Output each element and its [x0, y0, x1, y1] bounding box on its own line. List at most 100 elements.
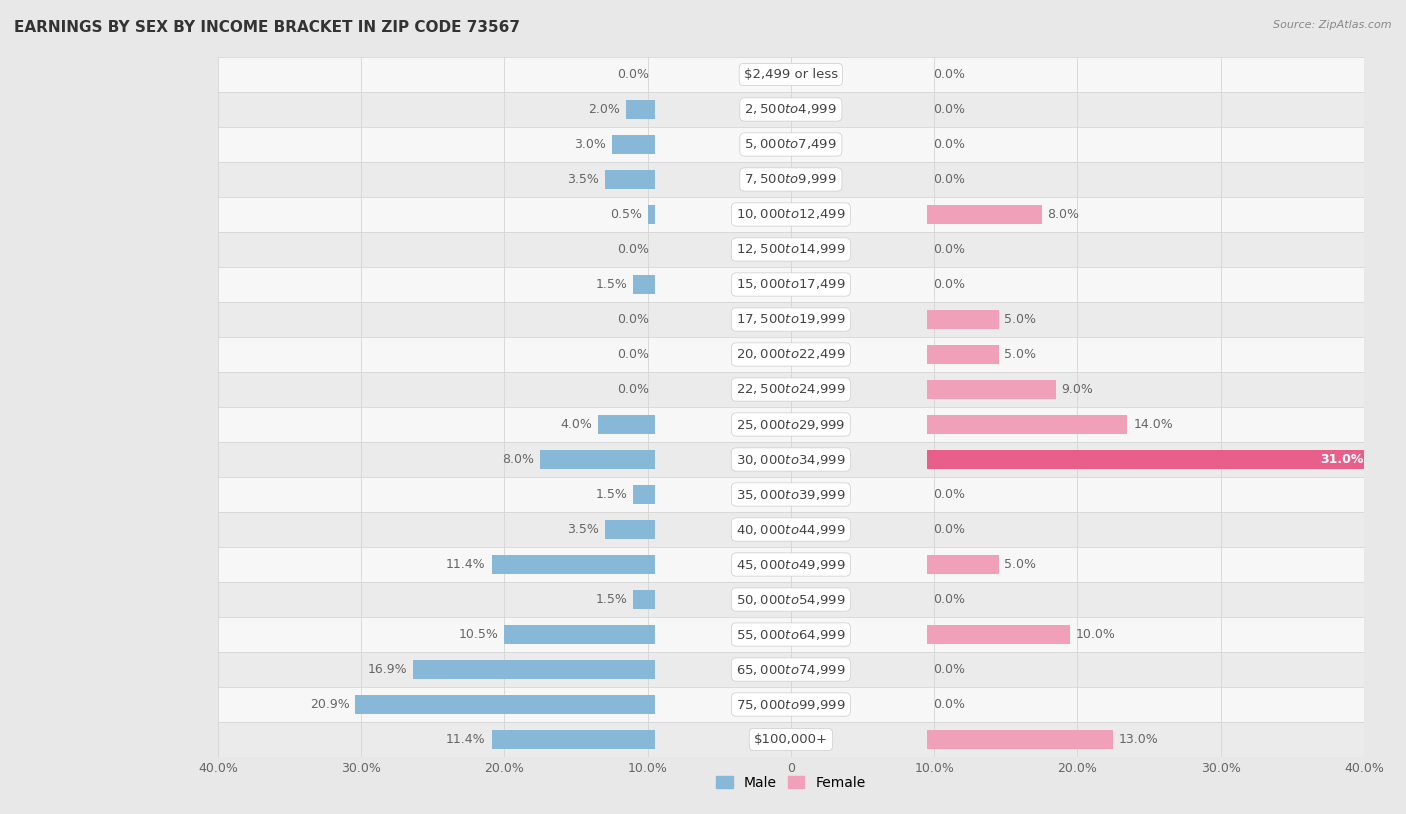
Bar: [218, 267, 1364, 302]
Text: 0.0%: 0.0%: [932, 698, 965, 711]
Text: 5.0%: 5.0%: [1004, 348, 1036, 361]
Bar: [218, 302, 1364, 337]
Bar: [218, 442, 1364, 477]
Text: 0.0%: 0.0%: [932, 68, 965, 81]
Text: 0.0%: 0.0%: [617, 243, 650, 256]
Text: $45,000 to $49,999: $45,000 to $49,999: [735, 558, 846, 571]
Bar: [218, 57, 1364, 92]
Bar: [505, 625, 655, 644]
Text: 0.0%: 0.0%: [932, 278, 965, 291]
Bar: [927, 450, 1371, 469]
Text: 9.0%: 9.0%: [1062, 383, 1094, 396]
Text: $2,500 to $4,999: $2,500 to $4,999: [744, 103, 838, 116]
Text: 1.5%: 1.5%: [596, 278, 627, 291]
Text: 10.0%: 10.0%: [1076, 628, 1116, 641]
Bar: [927, 730, 1114, 749]
Bar: [605, 170, 655, 189]
Text: 13.0%: 13.0%: [1119, 733, 1159, 746]
Legend: Male, Female: Male, Female: [710, 771, 872, 795]
Bar: [218, 582, 1364, 617]
Text: $75,000 to $99,999: $75,000 to $99,999: [735, 698, 846, 711]
Bar: [218, 337, 1364, 372]
Bar: [218, 652, 1364, 687]
Bar: [218, 162, 1364, 197]
Bar: [927, 310, 998, 329]
Text: 1.5%: 1.5%: [596, 593, 627, 606]
Text: 0.0%: 0.0%: [932, 523, 965, 536]
Bar: [633, 275, 655, 294]
Text: 0.0%: 0.0%: [932, 488, 965, 501]
Bar: [492, 730, 655, 749]
Bar: [612, 135, 655, 154]
Text: $2,499 or less: $2,499 or less: [744, 68, 838, 81]
Text: 8.0%: 8.0%: [502, 453, 534, 466]
Bar: [626, 100, 655, 119]
Text: 3.5%: 3.5%: [567, 523, 599, 536]
Text: $5,000 to $7,499: $5,000 to $7,499: [744, 138, 838, 151]
Bar: [927, 345, 998, 364]
Text: 16.9%: 16.9%: [367, 663, 406, 676]
Bar: [218, 92, 1364, 127]
Text: 11.4%: 11.4%: [446, 733, 486, 746]
Text: 0.0%: 0.0%: [617, 348, 650, 361]
Text: 0.0%: 0.0%: [932, 243, 965, 256]
Text: Source: ZipAtlas.com: Source: ZipAtlas.com: [1274, 20, 1392, 30]
Text: 11.4%: 11.4%: [446, 558, 486, 571]
Bar: [218, 232, 1364, 267]
Bar: [218, 127, 1364, 162]
Text: $65,000 to $74,999: $65,000 to $74,999: [735, 663, 846, 676]
Bar: [633, 485, 655, 504]
Text: 0.0%: 0.0%: [932, 593, 965, 606]
Bar: [218, 722, 1364, 757]
Text: $30,000 to $34,999: $30,000 to $34,999: [735, 453, 846, 466]
Text: $100,000+: $100,000+: [754, 733, 828, 746]
Bar: [540, 450, 655, 469]
Bar: [492, 555, 655, 574]
Text: 0.0%: 0.0%: [617, 383, 650, 396]
Bar: [218, 687, 1364, 722]
Text: 10.5%: 10.5%: [458, 628, 499, 641]
Text: $7,500 to $9,999: $7,500 to $9,999: [744, 173, 838, 186]
Text: 0.5%: 0.5%: [610, 208, 643, 221]
Text: 5.0%: 5.0%: [1004, 313, 1036, 326]
Text: 0.0%: 0.0%: [617, 313, 650, 326]
Bar: [218, 372, 1364, 407]
Bar: [218, 617, 1364, 652]
Text: $50,000 to $54,999: $50,000 to $54,999: [735, 593, 846, 606]
Text: $10,000 to $12,499: $10,000 to $12,499: [735, 208, 846, 221]
Text: 8.0%: 8.0%: [1047, 208, 1080, 221]
Text: 3.5%: 3.5%: [567, 173, 599, 186]
Text: 5.0%: 5.0%: [1004, 558, 1036, 571]
Text: $25,000 to $29,999: $25,000 to $29,999: [737, 418, 845, 431]
Bar: [605, 520, 655, 539]
Text: 3.0%: 3.0%: [574, 138, 606, 151]
Bar: [927, 415, 1128, 434]
Bar: [218, 197, 1364, 232]
Text: $17,500 to $19,999: $17,500 to $19,999: [735, 313, 846, 326]
Bar: [218, 547, 1364, 582]
Bar: [927, 380, 1056, 399]
Bar: [927, 555, 998, 574]
Text: $15,000 to $17,499: $15,000 to $17,499: [735, 278, 846, 291]
Bar: [218, 477, 1364, 512]
Text: 1.5%: 1.5%: [596, 488, 627, 501]
Text: $40,000 to $44,999: $40,000 to $44,999: [735, 523, 846, 536]
Text: 4.0%: 4.0%: [560, 418, 592, 431]
Bar: [413, 660, 655, 679]
Bar: [633, 590, 655, 609]
Text: 0.0%: 0.0%: [617, 68, 650, 81]
Text: 20.9%: 20.9%: [309, 698, 350, 711]
Text: $12,500 to $14,999: $12,500 to $14,999: [735, 243, 846, 256]
Text: 0.0%: 0.0%: [932, 663, 965, 676]
Text: 14.0%: 14.0%: [1133, 418, 1173, 431]
Text: 0.0%: 0.0%: [932, 173, 965, 186]
Bar: [218, 407, 1364, 442]
Bar: [648, 205, 655, 224]
Bar: [927, 205, 1042, 224]
Text: 0.0%: 0.0%: [932, 103, 965, 116]
Text: EARNINGS BY SEX BY INCOME BRACKET IN ZIP CODE 73567: EARNINGS BY SEX BY INCOME BRACKET IN ZIP…: [14, 20, 520, 35]
Text: $20,000 to $22,499: $20,000 to $22,499: [735, 348, 846, 361]
Bar: [218, 512, 1364, 547]
Text: 0.0%: 0.0%: [932, 138, 965, 151]
Text: $22,500 to $24,999: $22,500 to $24,999: [735, 383, 846, 396]
